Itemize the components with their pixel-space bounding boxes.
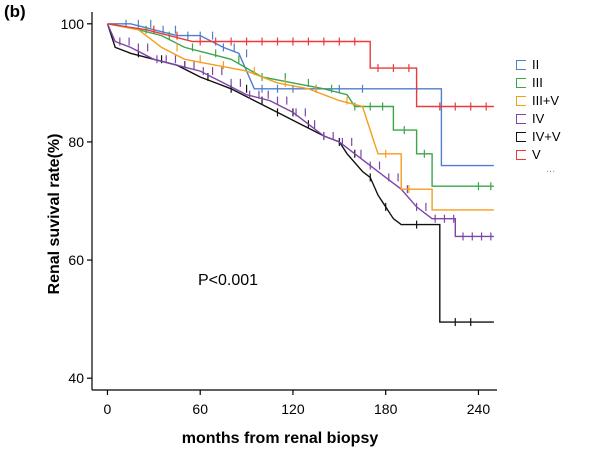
series-line <box>107 23 494 211</box>
legend-label: IV+V <box>532 129 561 144</box>
x-tick-label: 0 <box>104 401 112 417</box>
legend-swatch-3 <box>516 114 526 124</box>
legend-item: V <box>516 146 561 164</box>
legend-label: III <box>532 75 543 90</box>
panel-label: (b) <box>4 2 26 21</box>
legend-swatch-0 <box>516 60 526 70</box>
legend-item: III <box>516 74 561 92</box>
series-iii <box>107 23 494 191</box>
series-iv <box>106 23 494 241</box>
series-layer <box>106 19 494 327</box>
y-tick-label: 100 <box>61 16 85 32</box>
legend-swatch-4 <box>516 132 526 142</box>
x-axis-label: months from renal biopsy <box>181 430 379 447</box>
series-line <box>107 23 494 167</box>
legend-more: ... <box>546 163 556 175</box>
p-value-annotation: P<0.001 <box>198 272 259 289</box>
legend-swatch-1 <box>516 78 526 88</box>
x-tick-label: 120 <box>281 401 305 417</box>
x-tick-label: 240 <box>467 401 491 417</box>
legend-item: III+V <box>516 92 561 110</box>
legend-item: IV <box>516 110 561 128</box>
legend-label: IV <box>532 111 545 126</box>
legend-swatch-5 <box>516 150 526 160</box>
legend-item: IV+V <box>516 128 561 146</box>
series-iiiv <box>107 23 494 211</box>
series-v <box>107 23 494 111</box>
y-axis-label: Renal suvival rate(%) <box>46 133 63 295</box>
series-line <box>107 23 494 187</box>
y-tick-label: 40 <box>68 370 84 386</box>
series-line <box>107 23 494 108</box>
legend-label: II <box>532 57 540 72</box>
legend-swatch-2 <box>516 96 526 106</box>
legend-label: III+V <box>532 93 560 108</box>
series-ivv <box>106 23 494 327</box>
legend-label: V <box>532 147 541 162</box>
series-line <box>106 23 494 323</box>
legend-item: II <box>516 56 561 74</box>
axes: 40 60 80 100 0 60 120 180 240 <box>61 12 497 417</box>
y-tick-label: 60 <box>68 252 84 268</box>
y-tick-label: 80 <box>68 134 84 150</box>
series-line <box>106 23 494 238</box>
x-tick-label: 60 <box>192 401 208 417</box>
legend: II III III+V IV IV+V V ... <box>516 56 561 175</box>
x-tick-label: 180 <box>374 401 398 417</box>
